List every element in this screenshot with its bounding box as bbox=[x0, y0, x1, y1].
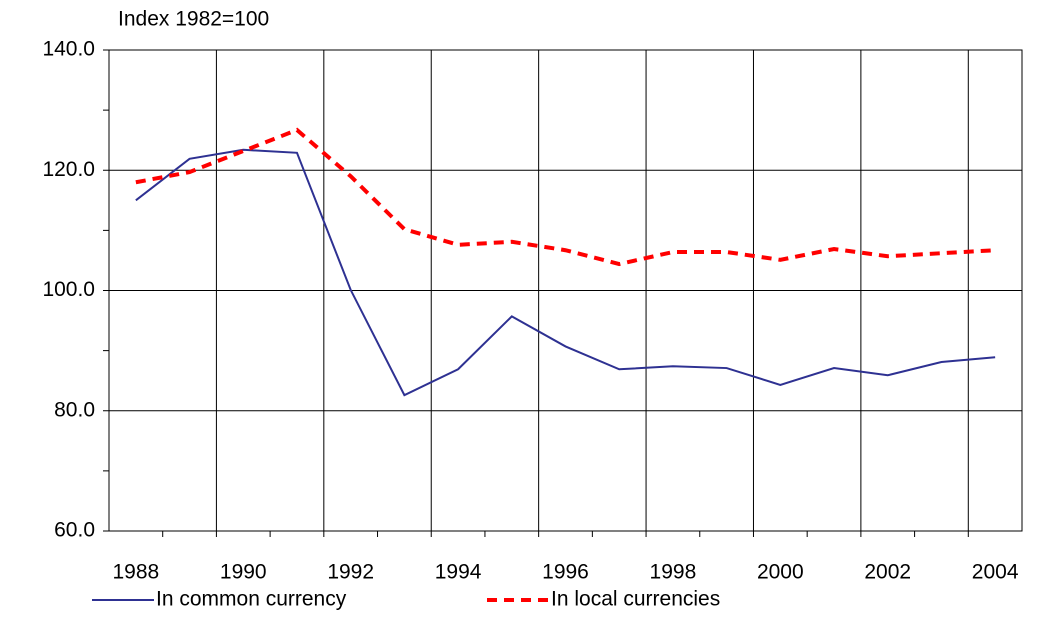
legend-label: In local currencies bbox=[551, 588, 720, 611]
y-tick-label: 80.0 bbox=[54, 398, 95, 421]
x-tick-label: 1988 bbox=[112, 561, 159, 584]
y-tick-label: 60.0 bbox=[54, 519, 95, 542]
legend-label: In common currency bbox=[156, 588, 347, 611]
x-tick-label: 2002 bbox=[864, 561, 911, 584]
series-line bbox=[135, 127, 996, 267]
y-tick-label: 120.0 bbox=[42, 158, 95, 181]
x-tick-label: 1990 bbox=[220, 561, 267, 584]
series-line bbox=[135, 148, 996, 397]
y-tick-label: 100.0 bbox=[42, 278, 95, 301]
x-tick-label: 2000 bbox=[757, 561, 804, 584]
y-tick-label: 140.0 bbox=[42, 38, 95, 61]
x-tick-label: 1998 bbox=[650, 561, 697, 584]
y-axis-label: Index 1982=100 bbox=[118, 8, 269, 31]
x-tick-label: 1992 bbox=[327, 561, 374, 584]
x-tick-label: 1996 bbox=[542, 561, 589, 584]
x-tick-label: 2004 bbox=[972, 561, 1019, 584]
x-tick-label: 1994 bbox=[435, 561, 482, 584]
